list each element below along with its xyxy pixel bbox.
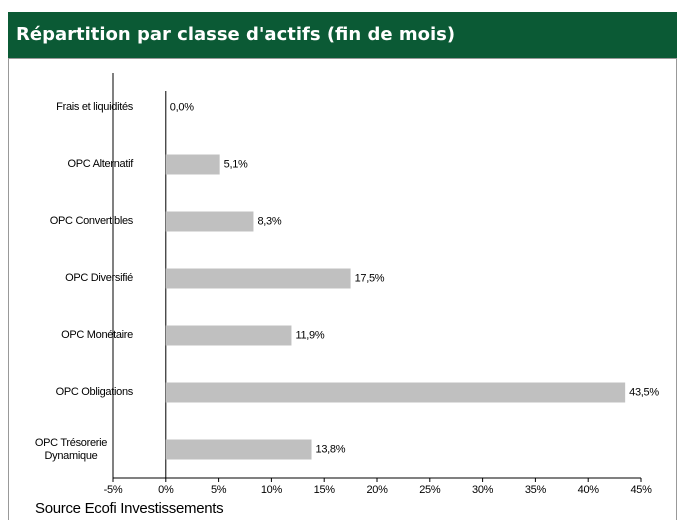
x-tick-label: 25% — [419, 484, 441, 496]
category-label: OPC Monétaire — [9, 321, 133, 351]
chart-title: Répartition par classe d'actifs (fin de … — [8, 12, 677, 58]
category-label: OPC Diversifié — [9, 264, 133, 294]
category-label: Frais et liquidités — [9, 93, 133, 123]
bar — [165, 154, 220, 175]
category-text: OPC Convertibles — [49, 215, 134, 227]
category-text: OPC Obligations — [55, 386, 134, 398]
category-text: OPC Diversifié — [65, 272, 133, 284]
bar — [165, 439, 312, 460]
x-tick-label: 35% — [525, 484, 547, 496]
category-label: OPC Alternatif — [9, 150, 134, 180]
category-text: Frais et liquidités — [56, 101, 133, 113]
x-tick-label: 40% — [578, 484, 600, 496]
panel-border — [8, 58, 677, 520]
bar — [165, 325, 292, 346]
bar — [165, 382, 626, 403]
category-text: OPC Trésorerie Dynamique — [34, 436, 108, 462]
source: Source Ecofi Investissements — [35, 500, 224, 517]
x-tick-label: 15% — [314, 484, 336, 496]
value-label: 5,1% — [224, 158, 248, 170]
category-label: OPC Trésorerie Dynamique — [9, 435, 133, 465]
value-label: 43,5% — [629, 386, 659, 398]
bar — [165, 211, 254, 232]
value-label: 17,5% — [355, 272, 385, 284]
x-tick-label: 30% — [472, 484, 494, 496]
x-tick-label: 20% — [366, 484, 388, 496]
x-tick-label: -5% — [104, 484, 123, 496]
x-tick-label: 10% — [261, 484, 283, 496]
x-tick-label: 0% — [158, 484, 174, 496]
category-label: OPC Obligations — [9, 378, 134, 408]
category-label: OPC Convertibles — [9, 207, 134, 237]
value-label: 8,3% — [257, 215, 281, 227]
value-label: 11,9% — [295, 329, 324, 341]
category-text: OPC Alternatif — [67, 158, 134, 170]
bar — [165, 268, 351, 289]
value-label: 0,0% — [170, 101, 194, 113]
value-label: 13,8% — [316, 443, 346, 455]
x-tick-label: 5% — [211, 484, 227, 496]
x-tick-label: 45% — [630, 484, 652, 496]
category-text: OPC Monétaire — [61, 329, 133, 341]
